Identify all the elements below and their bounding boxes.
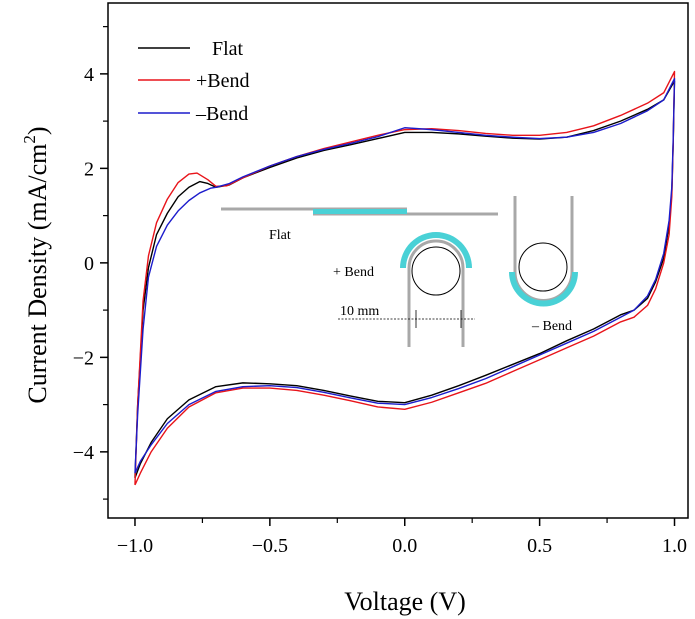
plus-bend-label: + Bend bbox=[333, 265, 374, 280]
y-axis-title-sup: 2 bbox=[20, 135, 39, 144]
minus-bend-label: – Bend bbox=[531, 319, 572, 334]
inset-schematic: Flat + Bend 10 mm – Bend bbox=[221, 196, 578, 347]
y-tick-label: −4 bbox=[73, 442, 94, 464]
legend: Flat +Bend –Bend bbox=[138, 38, 250, 125]
y-tick-label: −2 bbox=[73, 347, 94, 369]
y-axis-ticks: −4 −2 0 2 4 bbox=[73, 26, 108, 500]
x-tick-label: 0.5 bbox=[527, 535, 552, 557]
x-axis-title: Voltage (V) bbox=[344, 587, 466, 616]
legend-label-minus-bend: –Bend bbox=[195, 103, 248, 125]
flat-electrode bbox=[313, 209, 407, 214]
y-tick-label: 4 bbox=[84, 64, 94, 86]
scale-label: 10 mm bbox=[340, 304, 379, 319]
series-line-1 bbox=[134, 70, 676, 486]
x-tick-label: −0.5 bbox=[252, 535, 288, 557]
plus-bend-electrode bbox=[400, 232, 472, 268]
x-tick-label: 1.0 bbox=[662, 535, 687, 557]
y-axis-title-main: Current Density (mA/cm bbox=[23, 144, 52, 404]
y-axis-title: Current Density (mA/cm2) bbox=[20, 126, 52, 403]
plus-bend-substrate-arc bbox=[407, 239, 465, 269]
plot-frame bbox=[107, 2, 689, 519]
minus-bend-electrode bbox=[509, 272, 578, 307]
x-axis-ticks: −1.0 −0.5 0.0 0.5 1.0 bbox=[117, 518, 687, 557]
legend-label-plus-bend: +Bend bbox=[196, 70, 250, 92]
series-line-0 bbox=[134, 80, 676, 479]
flat-config-label: Flat bbox=[269, 228, 291, 243]
x-tick-label: 0.0 bbox=[392, 535, 417, 557]
legend-label-flat: Flat bbox=[212, 38, 244, 60]
x-tick-label: −1.0 bbox=[117, 535, 153, 557]
y-tick-label: 0 bbox=[84, 253, 94, 275]
series-layer bbox=[134, 70, 676, 486]
plus-bend-rod bbox=[411, 246, 461, 296]
minus-bend-rod bbox=[518, 242, 568, 292]
minus-bend-substrate-arc bbox=[513, 271, 574, 302]
y-axis-title-tail: ) bbox=[23, 126, 52, 135]
y-tick-label: 2 bbox=[84, 158, 94, 180]
series-line-2 bbox=[134, 77, 676, 474]
